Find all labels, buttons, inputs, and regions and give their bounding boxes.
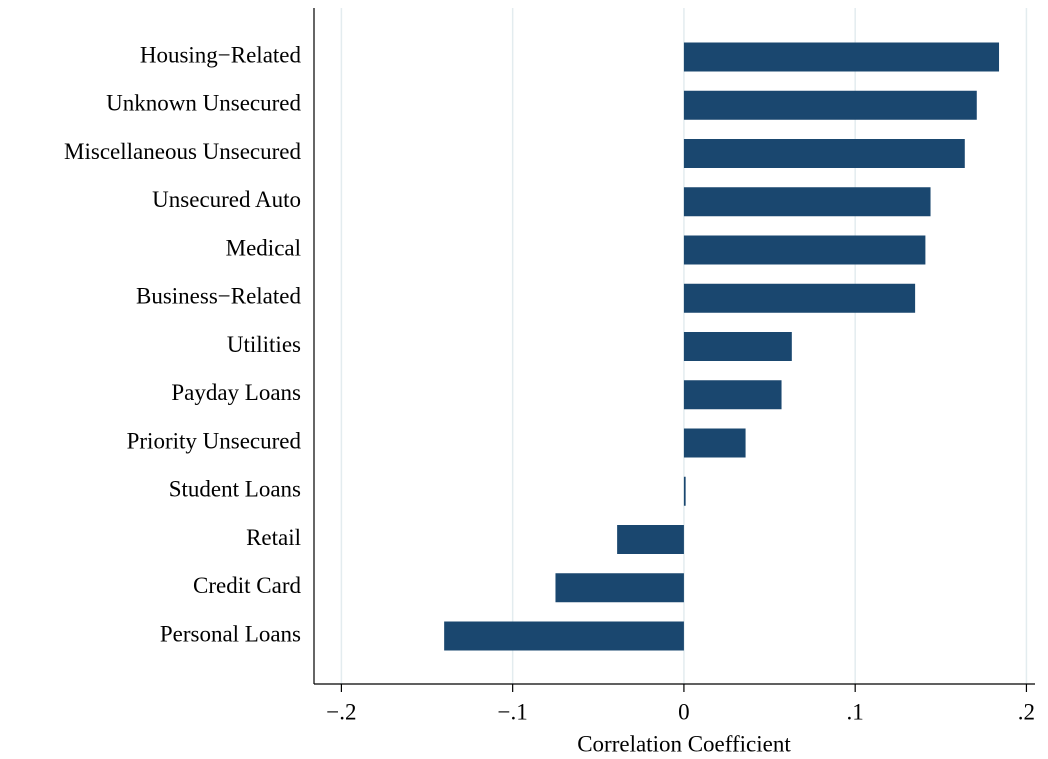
x-tick-label: −.2 [326, 699, 356, 724]
bar [683, 42, 1000, 72]
y-tick-label: Retail [246, 525, 301, 550]
bar [683, 380, 782, 410]
x-tick-label: .2 [1018, 699, 1035, 724]
y-tick-label: Payday Loans [171, 380, 301, 405]
bar [555, 573, 684, 603]
bar [683, 139, 965, 168]
y-tick-label: Unsecured Auto [152, 187, 301, 212]
bar [683, 428, 746, 458]
y-tick-label: Business−Related [136, 284, 302, 309]
bar [444, 621, 684, 651]
x-tick-label: .1 [847, 699, 864, 724]
y-tick-label: Housing−Related [140, 42, 302, 67]
y-tick-label: Unknown Unsecured [106, 91, 301, 116]
bar [683, 332, 792, 361]
y-tick-label: Personal Loans [160, 621, 301, 646]
x-axis-title: Correlation Coefficient [577, 731, 791, 756]
bar [683, 187, 931, 217]
x-tick-label: 0 [678, 699, 690, 724]
y-tick-label: Student Loans [169, 477, 301, 502]
bar [683, 90, 977, 120]
y-tick-label: Medical [226, 235, 301, 260]
y-tick-label: Credit Card [193, 573, 301, 598]
bar [617, 525, 684, 554]
x-tick-label: −.1 [498, 699, 528, 724]
y-tick-label: Utilities [227, 332, 301, 357]
bar [683, 283, 916, 313]
y-tick-label: Miscellaneous Unsecured [64, 139, 301, 164]
bar [683, 476, 686, 506]
bar [683, 235, 926, 265]
y-tick-label: Priority Unsecured [127, 428, 302, 453]
